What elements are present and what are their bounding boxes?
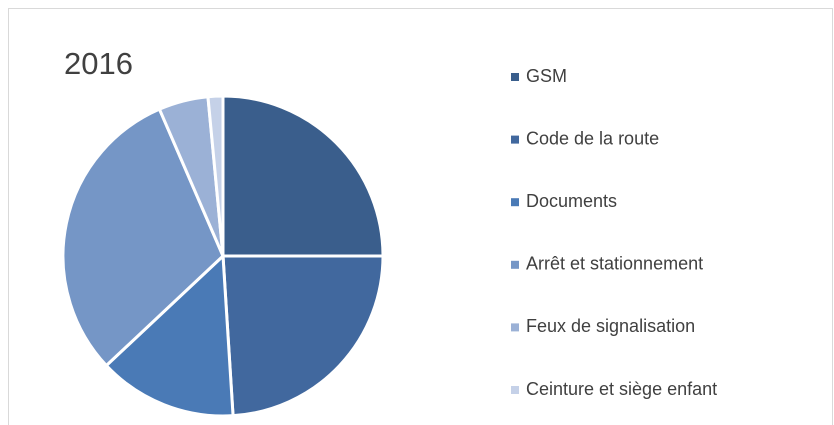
legend-swatch xyxy=(511,323,519,332)
pie-slice xyxy=(221,94,385,258)
legend-swatch xyxy=(511,386,519,394)
legend-swatch xyxy=(511,198,519,207)
legend-swatch xyxy=(511,135,519,144)
legend-label: Feux de signalisation xyxy=(526,316,695,336)
legend-swatch xyxy=(511,260,519,269)
chart-title: 2016 xyxy=(64,46,133,81)
legend-label: Code de la route xyxy=(526,128,659,148)
pie-slice xyxy=(104,252,235,418)
legend-swatch xyxy=(511,73,519,81)
legend-label: Arrêt et stationnement xyxy=(526,254,703,274)
legend-label: Documents xyxy=(526,191,617,211)
legend-label: GSM xyxy=(526,66,567,86)
pie-slice xyxy=(206,94,225,257)
chart-frame xyxy=(8,8,833,425)
legend-label: Ceinture et siège enfant xyxy=(526,379,717,399)
pie-slice xyxy=(221,254,385,418)
pie-slice xyxy=(61,107,225,368)
